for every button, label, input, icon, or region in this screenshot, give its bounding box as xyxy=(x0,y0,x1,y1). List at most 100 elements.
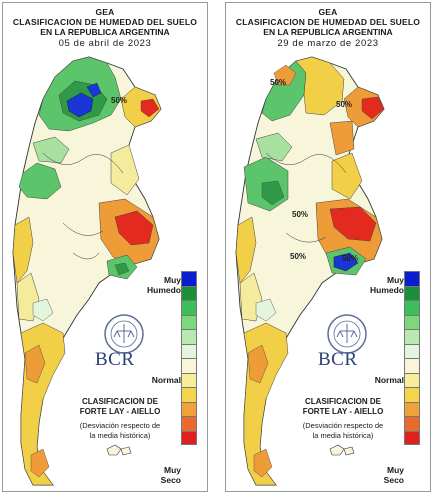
map-title-line1: CLASIFICACION DE HUMEDAD DEL SUELO xyxy=(12,17,198,27)
falkland-islands xyxy=(329,444,355,456)
very-dry-northeast xyxy=(140,98,160,118)
legend-color-scale xyxy=(181,271,197,445)
classification-note: (Desviación respecto de la media históri… xyxy=(288,421,398,440)
bcr-brand: BCR xyxy=(95,349,135,370)
map-date: 05 de abril de 2023 xyxy=(58,38,152,49)
legend-wet-line2: Humedo xyxy=(370,285,404,295)
legend-swatch xyxy=(404,387,420,402)
org-label: GEA xyxy=(318,7,338,17)
legend-dry-line2: Seco xyxy=(383,475,404,485)
wet-light-patagonia xyxy=(32,298,54,322)
legend-swatch xyxy=(404,271,420,286)
dry-patch-tip xyxy=(30,448,50,478)
argentina-map-left: 50% xyxy=(12,56,162,486)
wet-dark-center xyxy=(261,180,285,206)
classification-line2: FORTE LAY - AIELLO xyxy=(79,407,161,416)
contour-line xyxy=(72,252,100,260)
legend-swatch xyxy=(404,416,420,431)
note-line1: (Desviación respecto de xyxy=(79,421,161,430)
dry-zone-north xyxy=(295,56,345,116)
legend-swatch xyxy=(404,300,420,315)
contour-line xyxy=(285,232,327,243)
legend-dry-line1: Muy xyxy=(164,465,181,475)
wet-dark-buenos-aires xyxy=(114,262,130,276)
legend-swatch xyxy=(181,416,197,431)
note-line2: la media histórica) xyxy=(312,430,374,440)
very-dry-pampa xyxy=(114,210,154,246)
map-panel-right: 50% 50% 50% 50% 50% GEA CLASIFICACION DE… xyxy=(225,2,431,492)
legend-swatch xyxy=(181,285,197,300)
map-title-line2: EN LA REPUBLICA ARGENTINA xyxy=(263,27,393,37)
legend-swatch xyxy=(181,358,197,373)
falkland-islands xyxy=(106,444,132,456)
legend-swatch xyxy=(181,372,197,387)
wet-zone-center xyxy=(18,162,62,200)
legend-label-very-dry: Muy Seco xyxy=(384,465,404,485)
legend-swatch xyxy=(181,430,197,445)
legend-label-normal: Normal xyxy=(151,375,181,385)
legend-swatch xyxy=(181,300,197,315)
contour-label: 50% xyxy=(290,252,306,261)
legend-swatch xyxy=(181,401,197,416)
classification-title: CLASIFICACION DE FORTE LAY - AIELLO xyxy=(65,397,175,417)
contour-label: 50% xyxy=(111,96,127,105)
legend-swatch xyxy=(404,430,420,445)
note-line2: la media histórica) xyxy=(89,430,151,440)
contour-line xyxy=(265,152,347,174)
contour-label: 50% xyxy=(270,78,286,87)
title-block: GEA CLASIFICACION DE HUMEDAD DEL SUELO E… xyxy=(3,7,207,50)
legend-label-normal: Normal xyxy=(374,375,404,385)
legend-dry-line1: Muy xyxy=(387,465,404,475)
very-dry-pampa xyxy=(329,206,377,242)
bcr-seal-logo xyxy=(327,314,367,354)
dry-patch-tip xyxy=(253,448,273,478)
legend-swatch xyxy=(181,329,197,344)
map-title-line1: CLASIFICACION DE HUMEDAD DEL SUELO xyxy=(235,17,421,27)
legend-swatch xyxy=(181,387,197,402)
very-dry-northeast xyxy=(361,96,385,120)
legend-swatch xyxy=(404,314,420,329)
wet-light-patagonia xyxy=(255,298,277,322)
classification-note: (Desviación respecto de la media históri… xyxy=(65,421,175,440)
contour-label: 50% xyxy=(336,100,352,109)
org-label: GEA xyxy=(95,7,115,17)
map-panel-left: 50% GEA CLASIFICACION DE HUMEDAD DEL SUE… xyxy=(2,2,208,492)
dry-more-north xyxy=(273,64,297,86)
legend-swatch xyxy=(404,358,420,373)
dry-zone-center-east xyxy=(110,144,140,196)
legend-swatch xyxy=(404,285,420,300)
legend-swatch xyxy=(181,343,197,358)
contour-line xyxy=(42,152,124,174)
legend-label-very-wet: Muy Humedo xyxy=(370,275,404,295)
argentina-map-right: 50% 50% 50% 50% 50% xyxy=(235,56,385,486)
dry-zone-andes xyxy=(235,216,257,284)
map-title-line2: EN LA REPUBLICA ARGENTINA xyxy=(40,27,170,37)
wet-light-center xyxy=(255,132,293,162)
classification-line2: FORTE LAY - AIELLO xyxy=(302,407,384,416)
very-wet-buenos-aires xyxy=(333,252,359,272)
map-date: 29 de marzo de 2023 xyxy=(277,38,379,49)
legend-wet-line1: Muy xyxy=(387,275,404,285)
dry-more-center-north xyxy=(329,120,355,156)
classification-line1: CLASIFICACION DE xyxy=(305,397,381,406)
dry-patch-south xyxy=(24,344,46,384)
very-wet-north-2 xyxy=(86,82,102,98)
legend-swatch xyxy=(181,271,197,286)
very-wet-north xyxy=(66,92,94,118)
wet-light-center xyxy=(32,136,70,164)
legend-dry-line2: Seco xyxy=(160,475,181,485)
dry-zone-andes xyxy=(12,216,34,284)
dry-zone-center-east xyxy=(331,152,363,200)
legend-label-very-dry: Muy Seco xyxy=(161,465,181,485)
legend-swatch xyxy=(181,314,197,329)
legend-color-scale xyxy=(404,271,420,445)
contour-label: 50% xyxy=(292,210,308,219)
legend-wet-line1: Muy xyxy=(164,275,181,285)
legend-label-very-wet: Muy Humedo xyxy=(147,275,181,295)
legend-swatch xyxy=(404,343,420,358)
dry-patch-south xyxy=(247,344,269,384)
note-line1: (Desviación respecto de xyxy=(302,421,384,430)
legend-swatch xyxy=(404,329,420,344)
legend-swatch xyxy=(404,401,420,416)
